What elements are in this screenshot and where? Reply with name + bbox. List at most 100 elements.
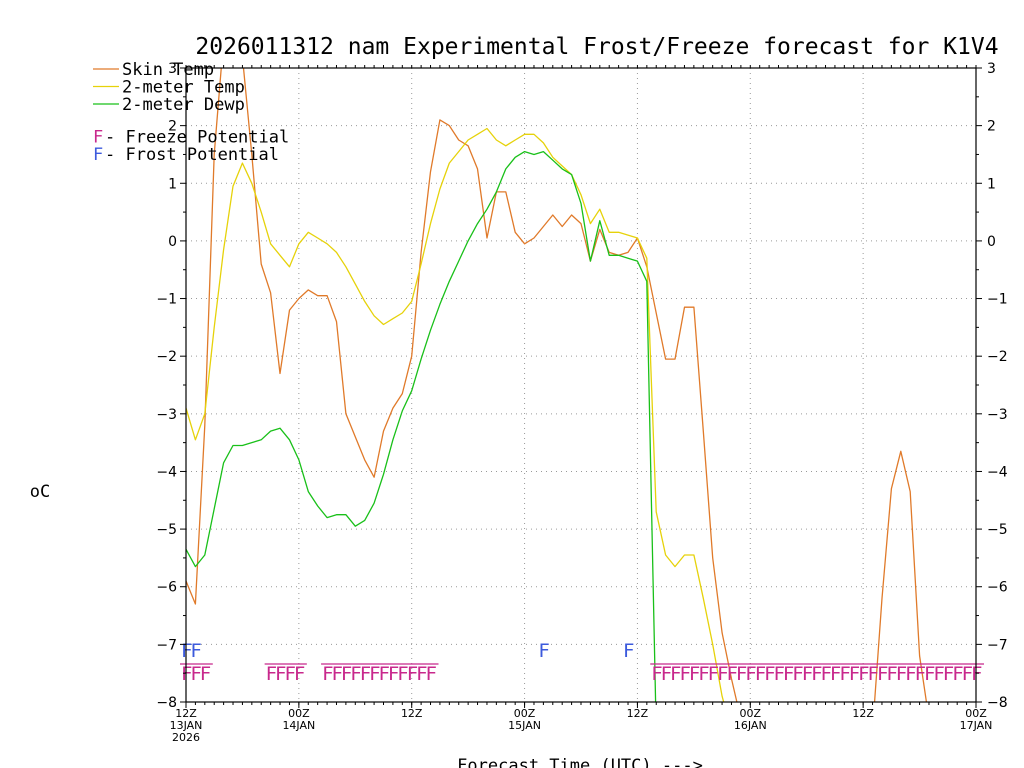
freeze-potential-mark: F bbox=[839, 663, 850, 685]
freeze-potential-mark: F bbox=[717, 663, 728, 685]
freeze-potential-mark: F bbox=[745, 663, 756, 685]
y-tick-label-left: −2 bbox=[156, 349, 177, 365]
y-tick-label-left: −1 bbox=[156, 292, 177, 308]
freeze-potential-mark: F bbox=[275, 663, 286, 685]
freeze-potential-mark: F bbox=[651, 663, 662, 685]
y-tick-label-left: −7 bbox=[156, 637, 177, 653]
x-tick-label: 14JAN bbox=[282, 719, 315, 732]
freeze-potential-mark: F bbox=[379, 663, 390, 685]
freeze-potential-mark: F bbox=[886, 663, 897, 685]
y-tick-label-right: −3 bbox=[987, 407, 1008, 423]
x-tick-label: 00Z bbox=[965, 707, 987, 720]
legend-label: 2-meter Temp bbox=[122, 78, 245, 98]
freeze-potential-mark: F bbox=[670, 663, 681, 685]
y-tick-label-left: −8 bbox=[156, 695, 177, 711]
axes: 3 3 2 2 1 1 0 0 −1 −1 −2 −2 −3 −3 −4 −4 −5 −5 −6 −6 −7 −7 −8 −8… bbox=[156, 61, 1007, 744]
freeze-potential-mark: F bbox=[905, 663, 916, 685]
freeze-potential-mark: F bbox=[689, 663, 700, 685]
x-tick-label: 17JAN bbox=[960, 719, 993, 732]
x-tick-label: 12Z bbox=[852, 707, 874, 720]
x-tick-label: 00Z bbox=[740, 707, 762, 720]
freeze-potential-mark: F bbox=[792, 663, 803, 685]
legend-glyph: F bbox=[93, 128, 103, 148]
y-tick-label-right: −6 bbox=[987, 580, 1008, 596]
freeze-potential-mark: F bbox=[858, 663, 869, 685]
legend-label: Skin Temp bbox=[122, 60, 214, 80]
y-tick-label-left: 0 bbox=[168, 234, 177, 250]
y-tick-label-left: −6 bbox=[156, 580, 177, 596]
frost-potential-mark: F bbox=[623, 640, 634, 662]
freeze-potential-mark: F bbox=[952, 663, 963, 685]
y-tick-label-right: −2 bbox=[987, 349, 1008, 365]
x-tick-label: 2026 bbox=[172, 731, 200, 744]
freeze-potential-mark: F bbox=[933, 663, 944, 685]
freeze-potential-mark: F bbox=[764, 663, 775, 685]
chart-title: 2026011312 nam Experimental Frost/Freeze… bbox=[195, 34, 998, 60]
frost-potential-mark: F bbox=[190, 640, 201, 662]
freeze-potential-mark: F bbox=[661, 663, 672, 685]
series-2-meter-temp bbox=[186, 127, 725, 702]
x-tick-label: 00Z bbox=[514, 707, 536, 720]
legend-label: - Frost Potential bbox=[105, 145, 279, 165]
freeze-potential-mark: F bbox=[708, 663, 719, 685]
freeze-potential-mark: F bbox=[350, 663, 361, 685]
y-tick-label-left: 2 bbox=[168, 119, 177, 135]
y-tick-label-left: 3 bbox=[168, 61, 177, 77]
freeze-potential-mark: F bbox=[849, 663, 860, 685]
freeze-potential-mark: F bbox=[877, 663, 888, 685]
y-tick-label-right: −8 bbox=[987, 695, 1008, 711]
series-line bbox=[186, 68, 928, 702]
freeze-potential-mark: F bbox=[679, 663, 690, 685]
freeze-potential-mark: F bbox=[181, 663, 192, 685]
freeze-potential-mark: F bbox=[284, 663, 295, 685]
freeze-potential-mark: F bbox=[266, 663, 277, 685]
freeze-potential-mark: F bbox=[388, 663, 399, 685]
legend-label: 2-meter Dewp bbox=[122, 95, 245, 115]
y-tick-label-left: 1 bbox=[168, 176, 177, 192]
y-tick-label-right: 3 bbox=[987, 61, 996, 77]
grid bbox=[186, 68, 976, 702]
y-tick-label-right: 2 bbox=[987, 119, 996, 135]
freeze-potential-mark: F bbox=[755, 663, 766, 685]
y-tick-label-right: −5 bbox=[987, 522, 1008, 538]
freeze-potential-mark: F bbox=[726, 663, 737, 685]
freeze-potential-mark: F bbox=[811, 663, 822, 685]
legend-label: - Freeze Potential bbox=[105, 128, 289, 148]
freeze-potential-mark: F bbox=[830, 663, 841, 685]
freeze-potential-mark: F bbox=[971, 663, 982, 685]
y-tick-label-right: −7 bbox=[987, 637, 1008, 653]
freeze-potential-mark: F bbox=[190, 663, 201, 685]
freeze-potential-mark: F bbox=[294, 663, 305, 685]
x-tick-label: 13JAN bbox=[170, 719, 203, 732]
freeze-potential-mark: F bbox=[331, 663, 342, 685]
freeze-potential-mark: F bbox=[774, 663, 785, 685]
y-tick-label-right: 0 bbox=[987, 234, 996, 250]
x-tick-label: 00Z bbox=[288, 707, 310, 720]
freeze-potential-mark: F bbox=[200, 663, 211, 685]
frost-potential-mark: F bbox=[538, 640, 549, 662]
series-group bbox=[186, 68, 928, 702]
freeze-potential-mark: F bbox=[868, 663, 879, 685]
series-2-meter-dewp bbox=[186, 150, 657, 702]
freeze-potential-mark: F bbox=[736, 663, 747, 685]
freeze-potential-mark: F bbox=[943, 663, 954, 685]
freeze-potential-mark: F bbox=[896, 663, 907, 685]
y-tick-label-right: −1 bbox=[987, 292, 1008, 308]
freeze-potential-mark: F bbox=[416, 663, 427, 685]
y-tick-label-left: −5 bbox=[156, 522, 177, 538]
freeze-potential-mark: F bbox=[397, 663, 408, 685]
x-tick-label: 12Z bbox=[175, 707, 197, 720]
x-tick-label: 15JAN bbox=[508, 719, 541, 732]
freeze-potential-mark: F bbox=[322, 663, 333, 685]
freeze-potential-mark: F bbox=[360, 663, 371, 685]
legend-glyph: F bbox=[93, 145, 103, 165]
freeze-potential-mark: F bbox=[369, 663, 380, 685]
x-axis-label: Forecast Time (UTC) ---> bbox=[457, 756, 703, 768]
series-line bbox=[186, 127, 725, 702]
freeze-potential-mark: F bbox=[407, 663, 418, 685]
freeze-potential-mark: F bbox=[698, 663, 709, 685]
x-tick-label: 12Z bbox=[627, 707, 649, 720]
